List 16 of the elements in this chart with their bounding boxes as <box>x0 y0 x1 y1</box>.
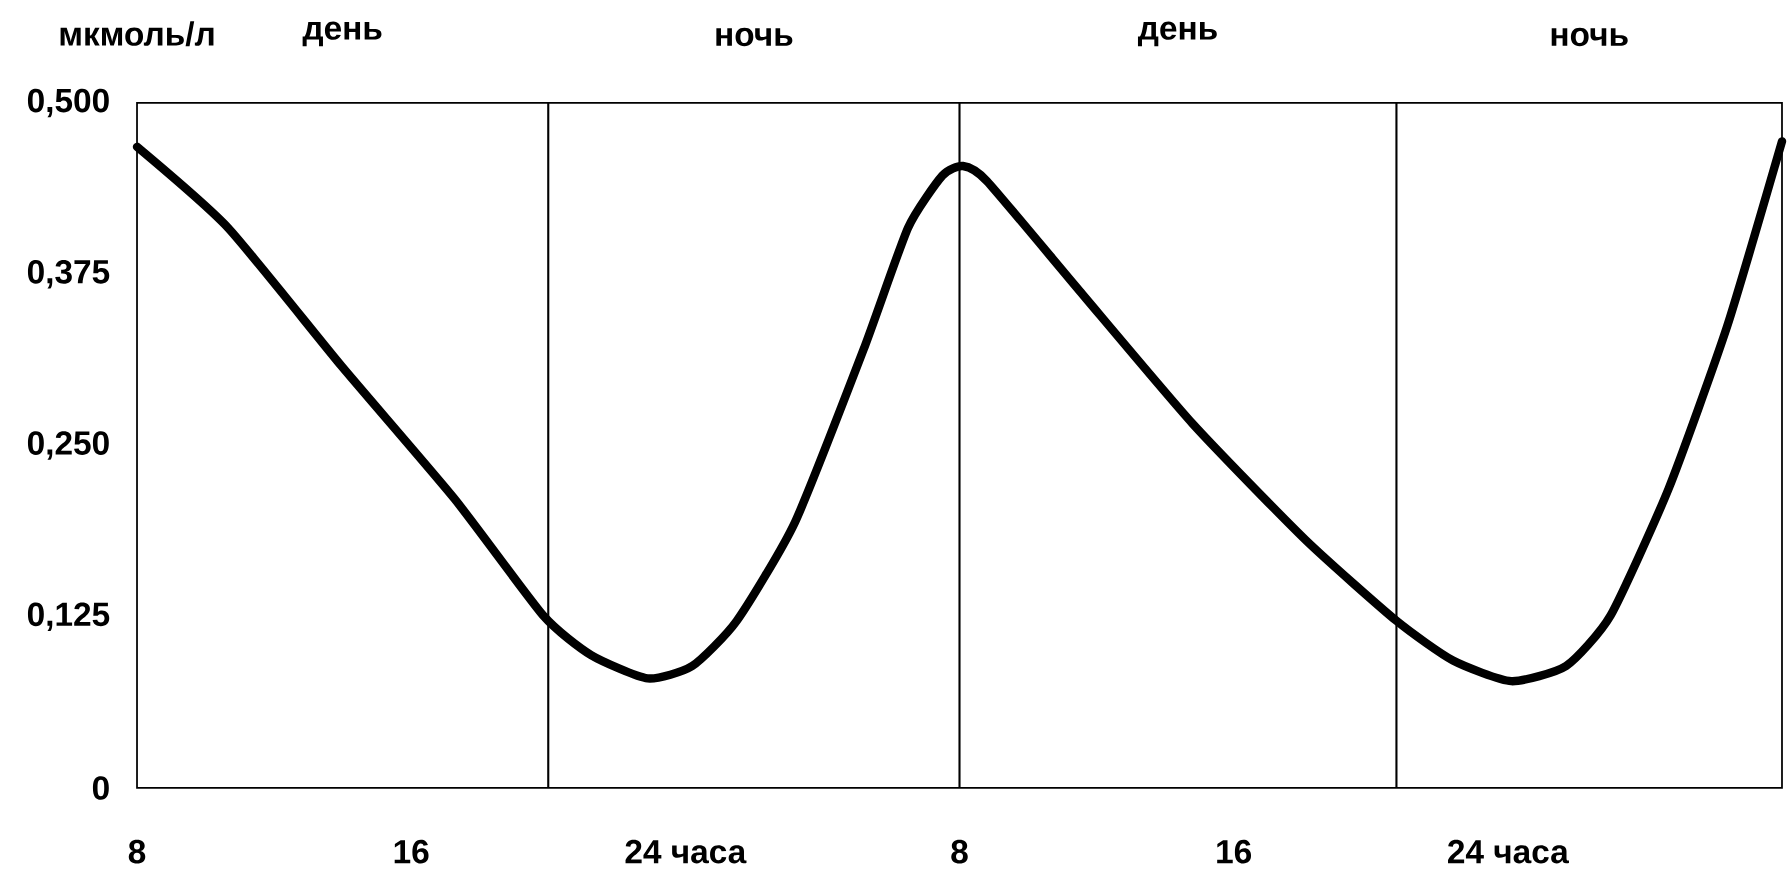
y-tick-label: 0,125 <box>27 602 110 631</box>
x-tick-label: 8 <box>128 839 146 864</box>
y-tick-label: 0,375 <box>27 260 110 289</box>
y-axis-title: мкмоль/л <box>60 21 214 47</box>
x-tick-label: 24 часа <box>1448 839 1569 864</box>
x-tick-label: 24 часа <box>625 839 747 864</box>
text: день <box>302 21 382 47</box>
y-tick-label: 0,500 <box>27 88 109 118</box>
text: ночь <box>1551 27 1628 47</box>
text: день <box>1137 21 1217 47</box>
text: ночь <box>716 27 793 47</box>
x-tick-label: 8 <box>951 839 968 864</box>
x-tick-label: 16 <box>394 839 429 864</box>
y-tick-label: 0,250 <box>27 431 109 460</box>
y-tick-label: 0 <box>92 776 109 800</box>
x-tick-label: 16 <box>1217 839 1252 864</box>
